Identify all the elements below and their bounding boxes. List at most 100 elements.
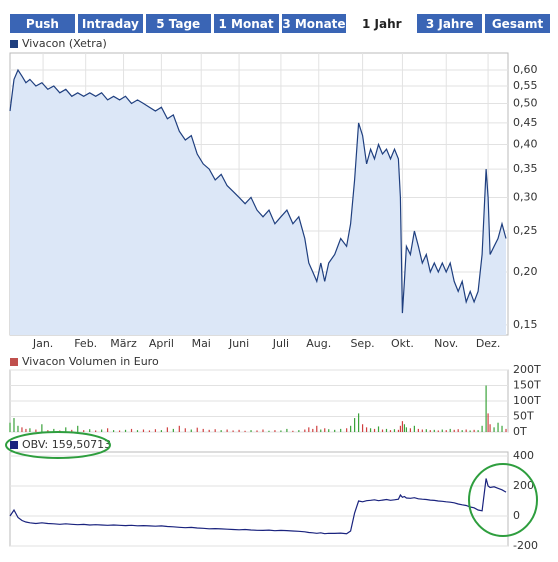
tab[interactable]: 1 Monat [213, 14, 279, 33]
tab[interactable]: 5 Tage [145, 14, 211, 33]
legend-swatch [10, 40, 18, 48]
y-tick-label: 50T [513, 410, 534, 423]
bar [445, 430, 447, 432]
bar [178, 425, 180, 432]
legend-label: Vivacon (Xetra) [22, 37, 107, 50]
y-tick-label: 0,60 [513, 63, 538, 76]
bar [397, 429, 400, 432]
bar [477, 430, 479, 432]
bar [286, 428, 288, 432]
bar [308, 427, 310, 432]
bar [154, 429, 157, 432]
bar [101, 429, 103, 432]
bar [441, 429, 443, 432]
bar [107, 428, 109, 432]
tab[interactable]: Intraday [77, 14, 143, 33]
bar [501, 425, 503, 432]
bar [214, 429, 216, 432]
bar [244, 430, 246, 432]
tab[interactable]: Gesamt [485, 14, 550, 33]
bar [232, 430, 234, 432]
bar [25, 428, 27, 432]
bar [389, 430, 392, 432]
tab[interactable]: 3 Monate [281, 14, 347, 33]
bar [148, 430, 151, 432]
y-tick-label: 0,40 [513, 138, 538, 151]
bar [208, 429, 210, 432]
bar [274, 430, 276, 432]
x-tick-label: Okt. [391, 337, 414, 350]
bar [83, 430, 85, 432]
bar [298, 430, 300, 432]
bar [142, 429, 145, 432]
y-tick-label: 100T [513, 394, 541, 407]
bar [473, 429, 475, 432]
bar [449, 428, 451, 432]
y-tick-label: 0,35 [513, 162, 538, 175]
bar [425, 429, 427, 432]
tab[interactable]: Push [10, 14, 75, 33]
bar [47, 430, 49, 432]
bar [489, 424, 491, 432]
bar [401, 421, 404, 432]
x-tick-label: Dez. [476, 337, 501, 350]
plot-frame [9, 451, 509, 547]
bar [417, 428, 419, 432]
bar [21, 427, 23, 432]
bar [334, 429, 336, 432]
bar [250, 430, 252, 432]
area [10, 70, 507, 335]
bar [373, 428, 376, 432]
bar [505, 428, 507, 432]
bar [453, 429, 455, 432]
bar [320, 429, 322, 432]
x-tick-label: April [149, 337, 174, 350]
bar [9, 422, 11, 432]
bar [465, 429, 467, 432]
x-tick-label: Nov. [434, 337, 458, 350]
bar [437, 430, 439, 432]
legend-label: OBV: 159,50713 [22, 438, 111, 451]
y-tick-label: 200 [513, 479, 534, 492]
y-tick-label: 0,15 [513, 318, 538, 331]
bar [340, 428, 342, 432]
y-tick-label: 150T [513, 379, 541, 392]
tab-bar: Push Intraday 5 Tage 1 Monat 3 Monate 1 Jahr 3… [10, 14, 550, 33]
bar [196, 427, 198, 432]
bar [316, 425, 318, 432]
bar [292, 430, 294, 432]
y-tick-label: 200T [513, 363, 541, 376]
bar [112, 430, 115, 432]
bar [485, 385, 487, 432]
y-tick-label: -200 [513, 539, 538, 552]
bar [226, 429, 228, 432]
bar [461, 430, 463, 432]
bar [190, 429, 192, 432]
bar [377, 426, 380, 432]
legend-label: Vivacon Volumen in Euro [22, 355, 159, 368]
bar [350, 425, 352, 432]
bar [17, 425, 19, 432]
bar [358, 413, 360, 432]
bar [53, 428, 55, 432]
bar [124, 429, 127, 432]
tab[interactable]: 1 Jahr [349, 14, 415, 33]
bar [95, 430, 97, 432]
bar [41, 424, 43, 432]
bar [328, 429, 330, 432]
bar [469, 430, 471, 432]
bar [172, 428, 174, 432]
bar [346, 428, 348, 432]
bar [497, 422, 499, 432]
tab[interactable]: 3 Jahre [417, 14, 483, 33]
line [9, 68, 507, 314]
bar [89, 429, 91, 432]
bar [304, 429, 306, 432]
bar [220, 430, 222, 432]
bar [29, 428, 31, 432]
bar [160, 430, 162, 432]
legend-swatch [10, 358, 18, 366]
bar [365, 427, 368, 432]
